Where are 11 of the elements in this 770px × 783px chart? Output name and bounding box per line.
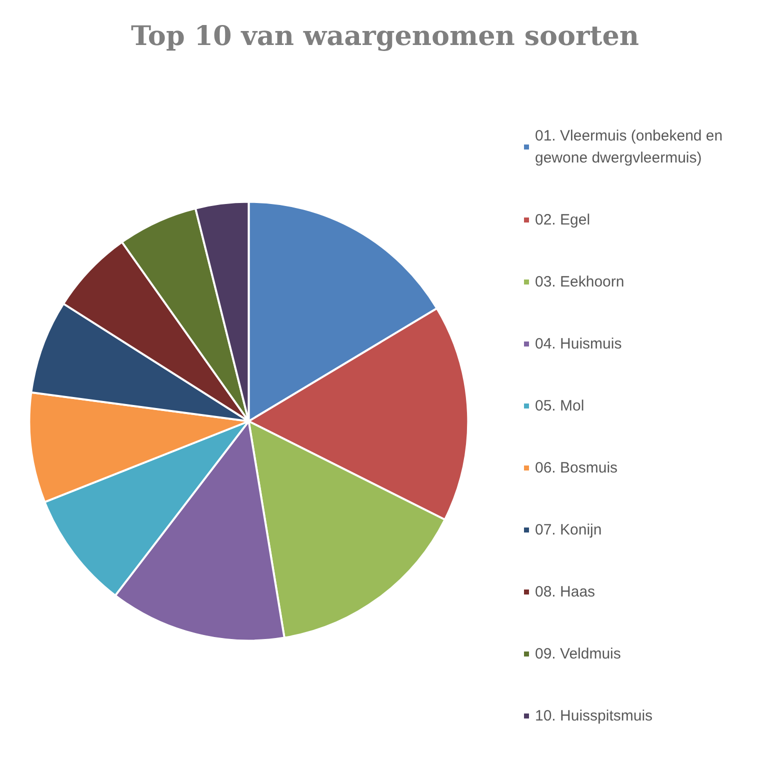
legend-label: 06. Bosmuis [535, 460, 618, 476]
legend-label: 08. Haas [535, 584, 596, 600]
chart-title: Top 10 van waargenomen soorten [130, 21, 640, 52]
legend-label: 09. Veldmuis [535, 646, 621, 662]
legend-label: 01. Vleermuis (onbekend en gewone dwergvleermuis) [535, 128, 727, 166]
legend-label: 10. Huisspitsmuis [535, 708, 653, 724]
legend-label: 02. Egel [535, 212, 590, 228]
legend-label: 03. Eekhoorn [535, 274, 624, 290]
legend-label: 04. Huismuis [535, 336, 622, 352]
legend-label: 05. Mol [535, 398, 584, 414]
legend-label: 07. Konijn [535, 522, 602, 538]
